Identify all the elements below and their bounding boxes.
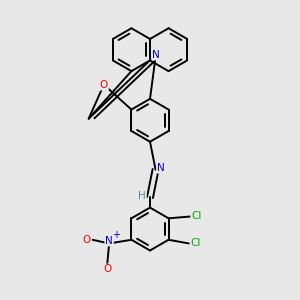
Text: O: O: [100, 80, 108, 90]
Text: N: N: [105, 236, 113, 245]
Text: Cl: Cl: [190, 238, 201, 248]
Text: N: N: [152, 50, 160, 60]
Text: +: +: [112, 230, 120, 240]
Text: O: O: [83, 235, 91, 245]
Text: H: H: [138, 190, 146, 201]
Text: N: N: [157, 163, 165, 173]
Text: Cl: Cl: [191, 212, 202, 221]
Text: O: O: [103, 265, 111, 275]
